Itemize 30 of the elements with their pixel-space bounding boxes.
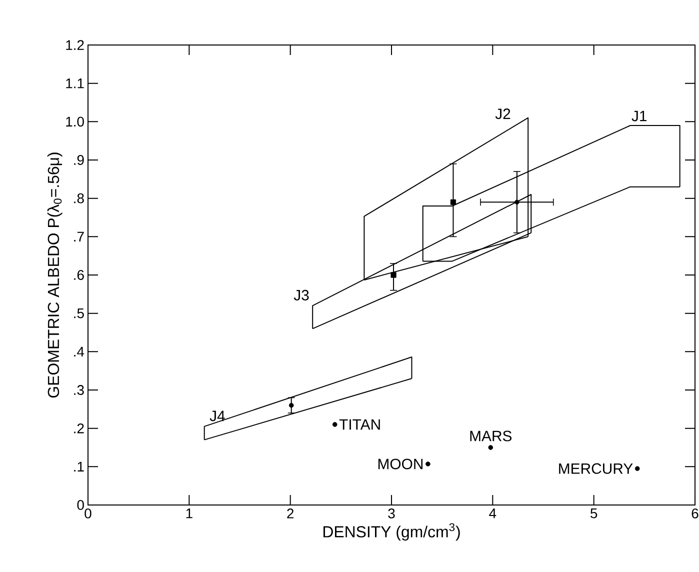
- y-tick-label: .1: [74, 462, 84, 472]
- x-tick-label: 1: [186, 508, 192, 518]
- annotation: TITAN: [339, 419, 380, 430]
- y-tick-label: 1.1: [66, 78, 84, 88]
- x-tick-label: 3: [388, 508, 395, 518]
- annotation: MOON: [378, 458, 422, 470]
- x-axis-title: DENSITY (gm/cm$^{3}$): [323, 523, 460, 541]
- x-tick-label: 0: [84, 508, 92, 518]
- series-label: J1: [632, 110, 647, 122]
- y-tick-label: 1.0: [66, 116, 84, 127]
- x-tick-label: 5: [590, 508, 598, 518]
- y-tick-label: .6: [74, 270, 84, 280]
- y-tick-label: .8: [74, 193, 84, 204]
- x-tick-label: 2: [287, 508, 294, 518]
- x-tick-label: 4: [489, 508, 496, 518]
- y-axis-title: GEOMETRIC ALBEDO P(λ$_{0}$=.56μ): [47, 152, 62, 398]
- y-tick-label: .5: [74, 308, 84, 318]
- annotation: MERCURY: [559, 463, 633, 474]
- y-tick-label: .9: [74, 155, 84, 165]
- y-tick-label: .7: [74, 232, 84, 242]
- x-tick-label: 6: [692, 508, 698, 518]
- series-label: J2: [495, 108, 510, 120]
- annotation: MARS: [470, 430, 512, 442]
- y-tick-label: .3: [74, 385, 84, 395]
- series-label: J3: [294, 290, 309, 300]
- y-tick-label: .2: [74, 423, 84, 434]
- y-tick-label: 0: [77, 500, 84, 510]
- y-tick-label: 1.2: [66, 40, 84, 50]
- series-label: J4: [210, 410, 225, 422]
- y-tick-label: .4: [74, 346, 84, 356]
